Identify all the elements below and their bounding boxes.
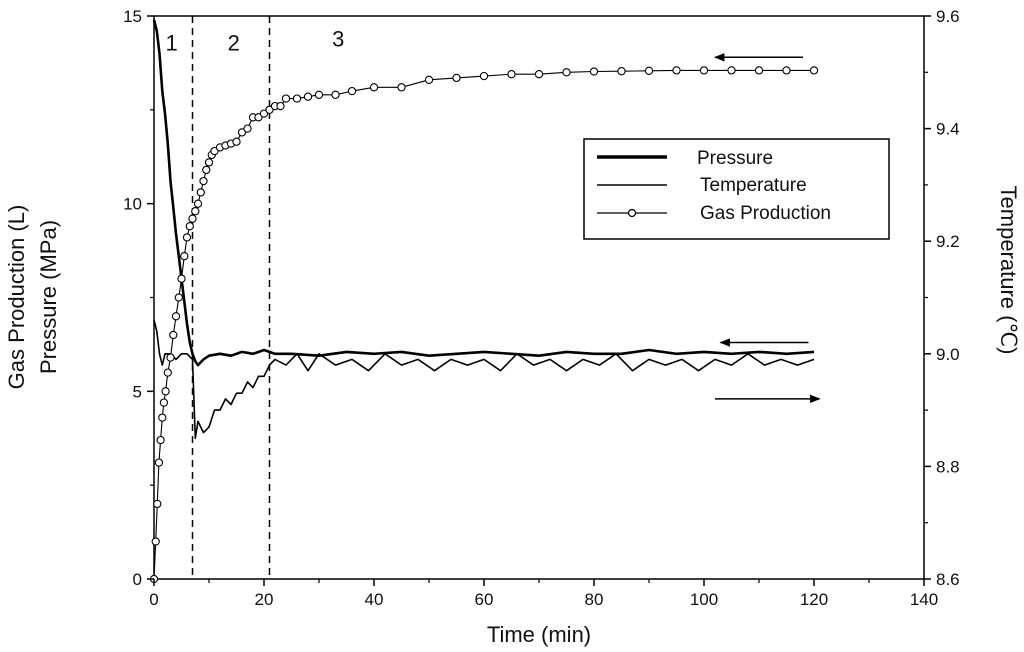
x-tick-label: 140 xyxy=(910,590,938,609)
x-tick-label: 0 xyxy=(149,590,158,609)
legend: Pressure Temperature Gas Production xyxy=(583,138,890,240)
gas-production-point xyxy=(188,214,197,223)
gas-production-point xyxy=(397,83,406,92)
gas-production-point xyxy=(562,68,571,77)
gas-production-point xyxy=(331,90,340,99)
gas-production-point xyxy=(259,109,269,118)
y-left-axis-title-line1: Gas Production (L) xyxy=(4,205,29,390)
gas-production-point xyxy=(589,67,599,76)
x-tick-label: 100 xyxy=(690,590,718,609)
x-tick-label: 40 xyxy=(365,590,384,609)
y-right-tick-label: 9.4 xyxy=(936,120,960,139)
gas-production-point xyxy=(782,66,791,75)
gas-production-point xyxy=(369,83,379,92)
y-right-tick-label: 9.0 xyxy=(936,345,960,364)
gas-production-point xyxy=(314,90,324,99)
x-tick-label: 60 xyxy=(475,590,494,609)
pressure-line xyxy=(152,19,815,367)
stage-label-2: 2 xyxy=(228,30,240,55)
gas-production-point xyxy=(507,70,516,79)
gas-production-point xyxy=(303,92,313,101)
gas-production-point xyxy=(347,86,357,96)
gas-production-point xyxy=(754,66,764,75)
gas-production-point xyxy=(191,207,200,216)
gas-production-point xyxy=(151,537,160,546)
gas-production-point xyxy=(265,105,274,114)
gas-production-point xyxy=(163,368,172,377)
gas-production-point xyxy=(166,353,175,362)
gas-production-point xyxy=(193,199,203,208)
gas-production-point xyxy=(180,252,189,261)
gas-production-point xyxy=(617,67,626,76)
gas-production-point xyxy=(169,330,178,340)
gas-production-point xyxy=(424,75,434,84)
gas-production-point xyxy=(202,165,211,175)
legend-pressure-label: Pressure xyxy=(697,148,773,169)
x-tick-label: 80 xyxy=(585,590,604,609)
gas-production-point xyxy=(154,458,164,467)
gas-production-point xyxy=(479,71,489,81)
stage-label-1: 1 xyxy=(165,30,177,55)
gas-production-point xyxy=(210,146,219,156)
gas-production-point xyxy=(156,435,165,445)
y-left-tick-label: 0 xyxy=(133,570,142,589)
y-left-axis-title-line2: Pressure (MPa) xyxy=(36,220,61,374)
gas-production-point xyxy=(292,94,302,103)
y-left-tick-label: 5 xyxy=(133,382,142,401)
gas-production-point xyxy=(199,176,208,186)
gas-production-point xyxy=(159,398,169,407)
gas-production-point xyxy=(204,158,214,167)
gas-production-point xyxy=(161,387,170,396)
y-right-tick-label: 9.6 xyxy=(936,7,960,26)
gas-production-point xyxy=(452,73,461,83)
stage-label-3: 3 xyxy=(332,27,344,52)
gas-production-point xyxy=(174,293,183,302)
gas-production-point xyxy=(254,113,263,122)
temperature-line xyxy=(153,319,815,440)
y-right-axis-title: Temperature (℃) xyxy=(996,186,1021,355)
gas-production-point xyxy=(534,70,544,79)
gas-production-point xyxy=(232,137,241,146)
gas-production-point xyxy=(182,233,192,242)
gas-production-point xyxy=(809,66,819,75)
x-tick-label: 20 xyxy=(255,590,274,609)
gas-production-point xyxy=(158,413,167,422)
y-right-tick-label: 9.2 xyxy=(936,232,960,251)
x-axis-title: Time (min) xyxy=(487,622,591,647)
gas-production-point xyxy=(177,274,186,283)
gas-production-point xyxy=(237,128,247,137)
gas-production-point xyxy=(185,222,194,231)
y-left-tick-label: 10 xyxy=(123,195,142,214)
gas-production-point xyxy=(727,66,736,75)
y-right-tick-label: 8.8 xyxy=(936,457,960,476)
gas-production-point xyxy=(644,66,654,75)
y-right-tick-label: 8.6 xyxy=(936,570,960,589)
gas-production-point xyxy=(281,94,291,103)
gas-production-point xyxy=(672,66,681,75)
legend-temperature-label: Temperature xyxy=(700,175,807,196)
gas-production-point xyxy=(243,124,252,133)
gas-production-point xyxy=(196,188,205,197)
legend-gas-production-label: Gas Production xyxy=(700,203,831,224)
y-left-tick-label: 15 xyxy=(123,7,142,26)
gas-production-point xyxy=(153,499,162,509)
gas-production-point xyxy=(276,101,285,111)
gas-production-point xyxy=(171,312,181,321)
legend-gas-production-marker xyxy=(627,208,637,218)
x-tick-label: 120 xyxy=(800,590,828,609)
gas-production-point xyxy=(699,66,709,75)
